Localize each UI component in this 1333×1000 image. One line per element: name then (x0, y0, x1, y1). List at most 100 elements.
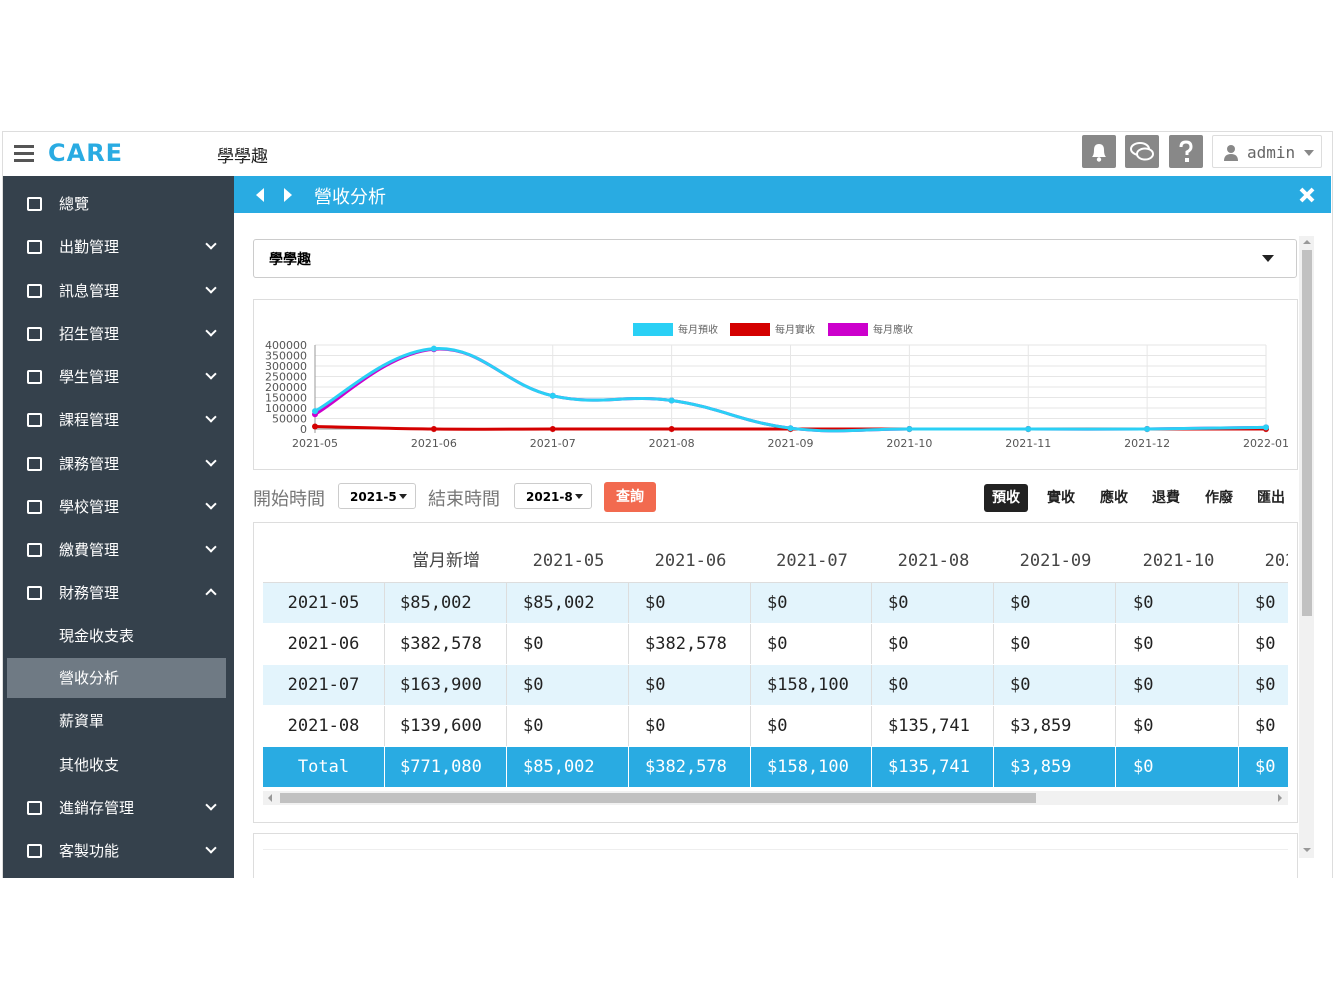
sidebar-icon (27, 457, 42, 471)
message-button[interactable] (1125, 135, 1159, 168)
sidebar-item[interactable]: 財務管理 (3, 573, 235, 613)
sidebar-item[interactable]: 學校管理 (3, 487, 235, 527)
sidebar-item[interactable]: 招生管理 (3, 314, 235, 354)
sidebar-item[interactable]: 課程管理 (3, 400, 235, 440)
filter-tab[interactable]: 作廢 (1205, 490, 1233, 506)
sidebar-label: 總覽 (59, 195, 90, 213)
chevron (205, 799, 217, 811)
sidebar-item[interactable]: 出勤管理 (3, 227, 235, 267)
chevron (205, 455, 217, 467)
user-menu[interactable]: admin (1212, 135, 1322, 168)
sidebar-label: 學生管理 (59, 368, 120, 386)
sidebar-item[interactable]: 薪資單 (3, 701, 235, 741)
chevron (205, 411, 217, 423)
legend-label: 每月實收 (775, 323, 815, 336)
table-cell: $771,080 (385, 747, 507, 787)
chevron (205, 282, 217, 294)
sidebar-item[interactable]: 訊息管理 (3, 271, 235, 311)
table-row (263, 706, 1288, 746)
sidebar-item[interactable]: 客製功能 (3, 831, 235, 871)
x-tick-label: 2021-10 (886, 437, 932, 450)
table-cell: $139,600 (385, 706, 507, 746)
start-label: 開始時間 (253, 489, 325, 510)
column-header: 2021-09 (1019, 551, 1092, 571)
h-scrollbar[interactable] (263, 791, 1288, 805)
table-cell: $382,578 (630, 747, 751, 787)
query-button[interactable]: 查詢 (604, 482, 656, 512)
y-tick-label: 100000 (265, 402, 307, 415)
sidebar-item[interactable]: 進銷存管理 (3, 788, 235, 828)
menu-toggle[interactable] (14, 144, 34, 162)
sidebar-icon (27, 197, 42, 211)
filter-tab[interactable]: 應收 (1100, 490, 1128, 506)
table-cell: $0 (995, 665, 1116, 705)
chevron (205, 325, 217, 337)
table-cell: $0 (752, 583, 872, 623)
sidebar-item[interactable]: 總覽 (3, 184, 235, 224)
table-cell: 2021-05 (263, 583, 385, 623)
data-point (906, 426, 913, 432)
logo[interactable]: CARE (48, 139, 124, 167)
data-point (1025, 426, 1032, 432)
start-select[interactable]: 2021-5 (338, 483, 416, 509)
table-cell: 2021-08 (263, 706, 385, 746)
table-cell: $85,002 (508, 583, 629, 623)
next-button[interactable] (284, 188, 292, 202)
data-point (430, 426, 437, 432)
close-button[interactable] (1299, 187, 1315, 203)
sidebar-item[interactable]: 現金收支表 (3, 616, 235, 656)
series-line (314, 347, 1267, 433)
table-cell: $0 (873, 583, 994, 623)
prev-button[interactable] (256, 188, 264, 202)
x-tick-label: 2021-07 (530, 437, 576, 450)
filter-tab[interactable]: 預收 (984, 484, 1028, 512)
table-cell: $382,578 (385, 624, 507, 664)
sidebar-icon (27, 370, 42, 384)
sidebar: 總覽出勤管理 訊息管理 招生管理學生管理課程管理課務管理學校管理 繳費管理財務管理現金… (3, 176, 234, 878)
filter-tab[interactable]: 實收 (1047, 490, 1075, 506)
sidebar-label: 營收分析 (59, 669, 120, 687)
filter-tab[interactable]: 退費 (1152, 490, 1180, 506)
chart: 0500001000001500002000002500003000003500… (265, 323, 1289, 450)
sidebar-item[interactable]: 繳費管理 (3, 530, 235, 570)
table-cell: $0 (1118, 624, 1239, 664)
table-cell: $0 (1118, 665, 1239, 705)
sidebar-icon (27, 327, 42, 341)
table-cell: 2021-07 (263, 665, 385, 705)
v-scrollbar[interactable] (1299, 236, 1314, 858)
table-cell: $163,900 (385, 665, 507, 705)
sidebar-label: 薪資單 (59, 712, 105, 730)
notification-button[interactable] (1082, 135, 1116, 168)
x-tick-label: 2021-09 (768, 437, 814, 450)
end-select[interactable]: 2021-8 (514, 483, 592, 509)
data-point (668, 397, 675, 404)
school-select[interactable]: 學學趣 (253, 239, 1297, 278)
sidebar-label: 課務管理 (59, 455, 120, 473)
sidebar-item[interactable]: 其他收支 (3, 745, 235, 785)
table-panel (253, 522, 1298, 823)
table-row (263, 665, 1288, 705)
data-point (1263, 424, 1269, 431)
column-header: 2021-10 (1142, 551, 1215, 571)
help-button[interactable] (1169, 135, 1203, 168)
sidebar-label: 其他收支 (59, 756, 120, 774)
table-cell: $0 (1118, 747, 1239, 787)
lower-table (263, 849, 1288, 862)
sidebar-label: 財務管理 (59, 584, 120, 602)
chevron (205, 541, 217, 553)
chevron (205, 238, 217, 250)
sidebar-item[interactable]: 課務管理 (3, 444, 235, 484)
table-cell: $3,859 (995, 747, 1116, 787)
sidebar-label: 客製功能 (59, 842, 120, 860)
table-cell: $135,741 (873, 747, 994, 787)
sidebar-icon (27, 500, 42, 514)
table-cell: $0 (1240, 706, 1288, 746)
sidebar-item[interactable]: 學生管理 (3, 357, 235, 397)
y-tick-label: 300000 (265, 360, 307, 373)
sidebar-item[interactable]: 營收分析 (7, 658, 226, 698)
filter-tab[interactable]: 匯出 (1257, 490, 1285, 506)
table-cell: $0 (873, 624, 994, 664)
table-cell: $135,741 (873, 706, 994, 746)
y-tick-label: 400000 (265, 339, 307, 352)
data-point (787, 425, 794, 432)
